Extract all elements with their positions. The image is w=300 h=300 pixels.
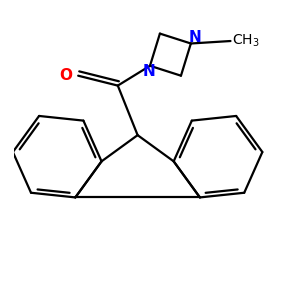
Text: CH$_3$: CH$_3$ xyxy=(232,33,260,49)
Text: N: N xyxy=(142,64,155,80)
Text: O: O xyxy=(59,68,72,83)
Text: N: N xyxy=(188,30,201,45)
